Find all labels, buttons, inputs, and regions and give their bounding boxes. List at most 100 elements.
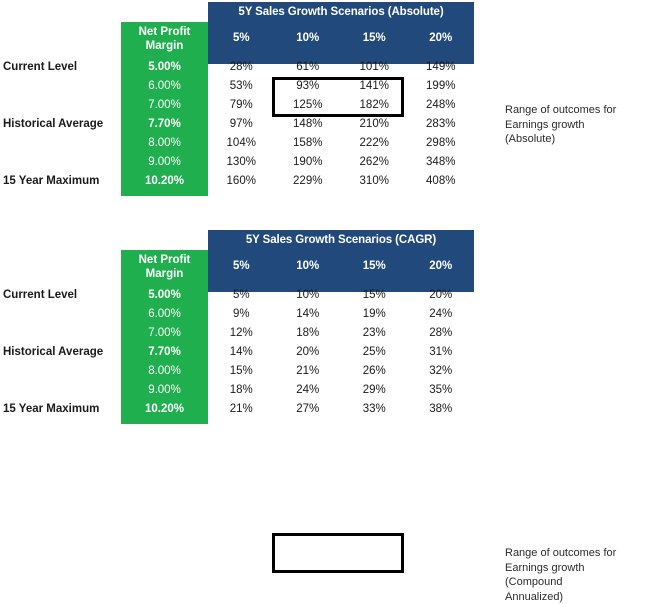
data-cell: 19%	[362, 308, 386, 320]
data-cell: 199%	[426, 80, 456, 92]
table-row: 18% 24% 29% 35%	[208, 381, 474, 400]
margin-value-list-cagr: 5.00% 6.00% 7.00% 7.70% 8.00% 9.00% 10.2…	[121, 286, 208, 419]
data-cell: 408%	[426, 175, 456, 187]
data-cell: 14%	[296, 308, 320, 320]
margin-value: 8.00%	[148, 137, 181, 149]
margin-value: 9.00%	[148, 384, 181, 396]
margin-value: 7.70%	[148, 118, 181, 130]
data-cell: 18%	[229, 384, 253, 396]
margin-heading-line2: Margin	[145, 40, 184, 52]
table-row: 104% 158% 222% 298%	[208, 134, 474, 153]
data-cell: 14%	[229, 346, 253, 358]
growth-col-header-5: 5%	[232, 260, 250, 272]
table-row: 28% 61% 101% 149%	[208, 58, 474, 77]
data-cell: 28%	[229, 61, 253, 73]
growth-col-header-10: 10%	[296, 32, 320, 44]
data-cell: 79%	[229, 99, 253, 111]
data-cell: 18%	[296, 327, 320, 339]
row-label-historical-average: Historical Average	[3, 118, 104, 130]
data-cell: 27%	[296, 403, 320, 415]
scenario-header-band-absolute: 5Y Sales Growth Scenarios (Absolute) 5% …	[208, 2, 474, 64]
data-cell: 182%	[359, 99, 389, 111]
data-cell: 310%	[359, 175, 389, 187]
data-cell: 93%	[296, 80, 320, 92]
margin-value: 5.00%	[148, 61, 181, 73]
row-label-current-level: Current Level	[3, 289, 78, 301]
scenario-title-absolute: 5Y Sales Growth Scenarios (Absolute)	[238, 6, 444, 18]
row-label-column-absolute: Current Level Historical Average 15 Year…	[0, 58, 118, 191]
net-profit-margin-heading-absolute: Net Profit Margin	[121, 25, 208, 53]
data-grid-absolute: 28% 61% 101% 149% 53% 93% 141% 199% 79% …	[208, 58, 474, 191]
table-row: 130% 190% 262% 348%	[208, 153, 474, 172]
data-cell: 28%	[429, 327, 453, 339]
data-cell: 210%	[359, 118, 389, 130]
data-cell: 262%	[359, 156, 389, 168]
data-cell: 15%	[362, 289, 386, 301]
data-cell: 61%	[296, 61, 320, 73]
row-label-blank-2	[0, 96, 118, 115]
row-label-blank-3	[0, 362, 118, 381]
margin-value-list-absolute: 5.00% 6.00% 7.00% 7.70% 8.00% 9.00% 10.2…	[121, 58, 208, 191]
data-cell: 248%	[426, 99, 456, 111]
margin-value: 5.00%	[148, 289, 181, 301]
data-cell: 104%	[226, 137, 256, 149]
data-cell: 5%	[232, 289, 250, 301]
row-label-blank-3	[0, 134, 118, 153]
table-row: 160% 229% 310% 408%	[208, 172, 474, 191]
row-label-column-cagr: Current Level Historical Average 15 Year…	[0, 286, 118, 419]
data-cell: 101%	[359, 61, 389, 73]
margin-value: 7.00%	[148, 327, 181, 339]
data-cell: 148%	[293, 118, 323, 130]
row-label-historical-average: Historical Average	[3, 346, 104, 358]
data-cell: 21%	[229, 403, 253, 415]
growth-col-header-15: 15%	[362, 32, 386, 44]
data-cell: 222%	[359, 137, 389, 149]
data-cell: 25%	[362, 346, 386, 358]
row-label-blank-1	[0, 77, 118, 96]
data-cell: 26%	[362, 365, 386, 377]
data-cell: 32%	[429, 365, 453, 377]
scenario-header-band-cagr: 5Y Sales Growth Scenarios (CAGR) 5% 10% …	[208, 230, 474, 292]
annotation-absolute: Range of outcomes for Earnings growth (A…	[505, 104, 617, 145]
data-cell: 53%	[229, 80, 253, 92]
data-cell: 9%	[232, 308, 250, 320]
table-row: 9% 14% 19% 24%	[208, 305, 474, 324]
table-row: 14% 20% 25% 31%	[208, 343, 474, 362]
table-row: 21% 27% 33% 38%	[208, 400, 474, 419]
table-row: 97% 148% 210% 283%	[208, 115, 474, 134]
data-cell: 158%	[293, 137, 323, 149]
data-cell: 229%	[293, 175, 323, 187]
data-cell: 125%	[293, 99, 323, 111]
data-cell: 130%	[226, 156, 256, 168]
net-profit-margin-heading-cagr: Net Profit Margin	[121, 253, 208, 281]
growth-col-header-20: 20%	[429, 260, 453, 272]
data-cell: 20%	[429, 289, 453, 301]
data-cell: 20%	[296, 346, 320, 358]
annotation-cagr: Range of outcomes for Earnings growth (C…	[505, 547, 617, 603]
growth-col-header-20: 20%	[429, 32, 453, 44]
data-cell: 35%	[429, 384, 453, 396]
margin-heading-line1: Net Profit	[138, 26, 191, 38]
net-profit-margin-column-absolute: Net Profit Margin 5.00% 6.00% 7.00% 7.70…	[121, 22, 208, 196]
data-cell: 348%	[426, 156, 456, 168]
margin-heading-line1: Net Profit	[138, 254, 191, 266]
row-label-blank-2	[0, 324, 118, 343]
data-cell: 29%	[362, 384, 386, 396]
data-cell: 149%	[426, 61, 456, 73]
data-cell: 12%	[229, 327, 253, 339]
margin-value: 8.00%	[148, 365, 181, 377]
margin-value: 9.00%	[148, 156, 181, 168]
table-row: 53% 93% 141% 199%	[208, 77, 474, 96]
data-cell: 15%	[229, 365, 253, 377]
row-label-15-year-maximum: 15 Year Maximum	[3, 403, 100, 415]
data-cell: 21%	[296, 365, 320, 377]
table-row: 15% 21% 26% 32%	[208, 362, 474, 381]
row-label-15-year-maximum: 15 Year Maximum	[3, 175, 100, 187]
highlight-rectangle-cagr	[272, 533, 404, 573]
data-cell: 33%	[362, 403, 386, 415]
growth-col-header-15: 15%	[362, 260, 386, 272]
growth-column-headers-absolute: 5% 10% 15% 20%	[208, 32, 474, 44]
data-cell: 23%	[362, 327, 386, 339]
growth-col-header-10: 10%	[296, 260, 320, 272]
data-cell: 38%	[429, 403, 453, 415]
